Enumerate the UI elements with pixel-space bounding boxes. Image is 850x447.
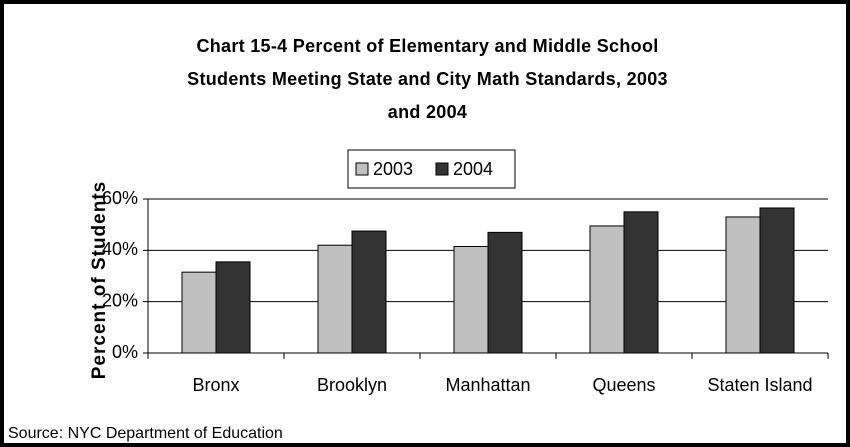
x-tick-label: Staten Island — [707, 375, 812, 395]
y-tick-label: 60% — [102, 188, 138, 208]
x-tick-label: Manhattan — [445, 375, 530, 395]
bar — [725, 216, 761, 354]
legend-swatch — [355, 162, 369, 176]
legend-label: 2003 — [373, 159, 413, 179]
bar — [759, 207, 795, 354]
bar — [453, 245, 489, 354]
y-tick-label: 40% — [102, 239, 138, 259]
y-axis-label: Percent of Students — [89, 181, 110, 379]
bar — [215, 261, 251, 354]
bar — [487, 231, 523, 354]
legend-box — [347, 149, 516, 189]
y-tick-label: 20% — [102, 290, 138, 310]
bar — [317, 244, 353, 354]
source: Source: NYC Department of Education — [8, 425, 283, 442]
bar — [623, 211, 659, 354]
bar — [181, 271, 217, 354]
legend-label: 2004 — [453, 159, 493, 179]
chart-title: Chart 15-4 Percent of Elementary and Mid… — [187, 36, 668, 122]
bar — [351, 230, 387, 354]
x-tick-label: Brooklyn — [317, 375, 387, 395]
x-tick-label: Bronx — [192, 375, 239, 395]
bar — [589, 225, 625, 354]
y-tick-label: 0% — [112, 342, 138, 362]
x-tick-label: Queens — [592, 375, 655, 395]
legend-swatch — [435, 162, 449, 176]
